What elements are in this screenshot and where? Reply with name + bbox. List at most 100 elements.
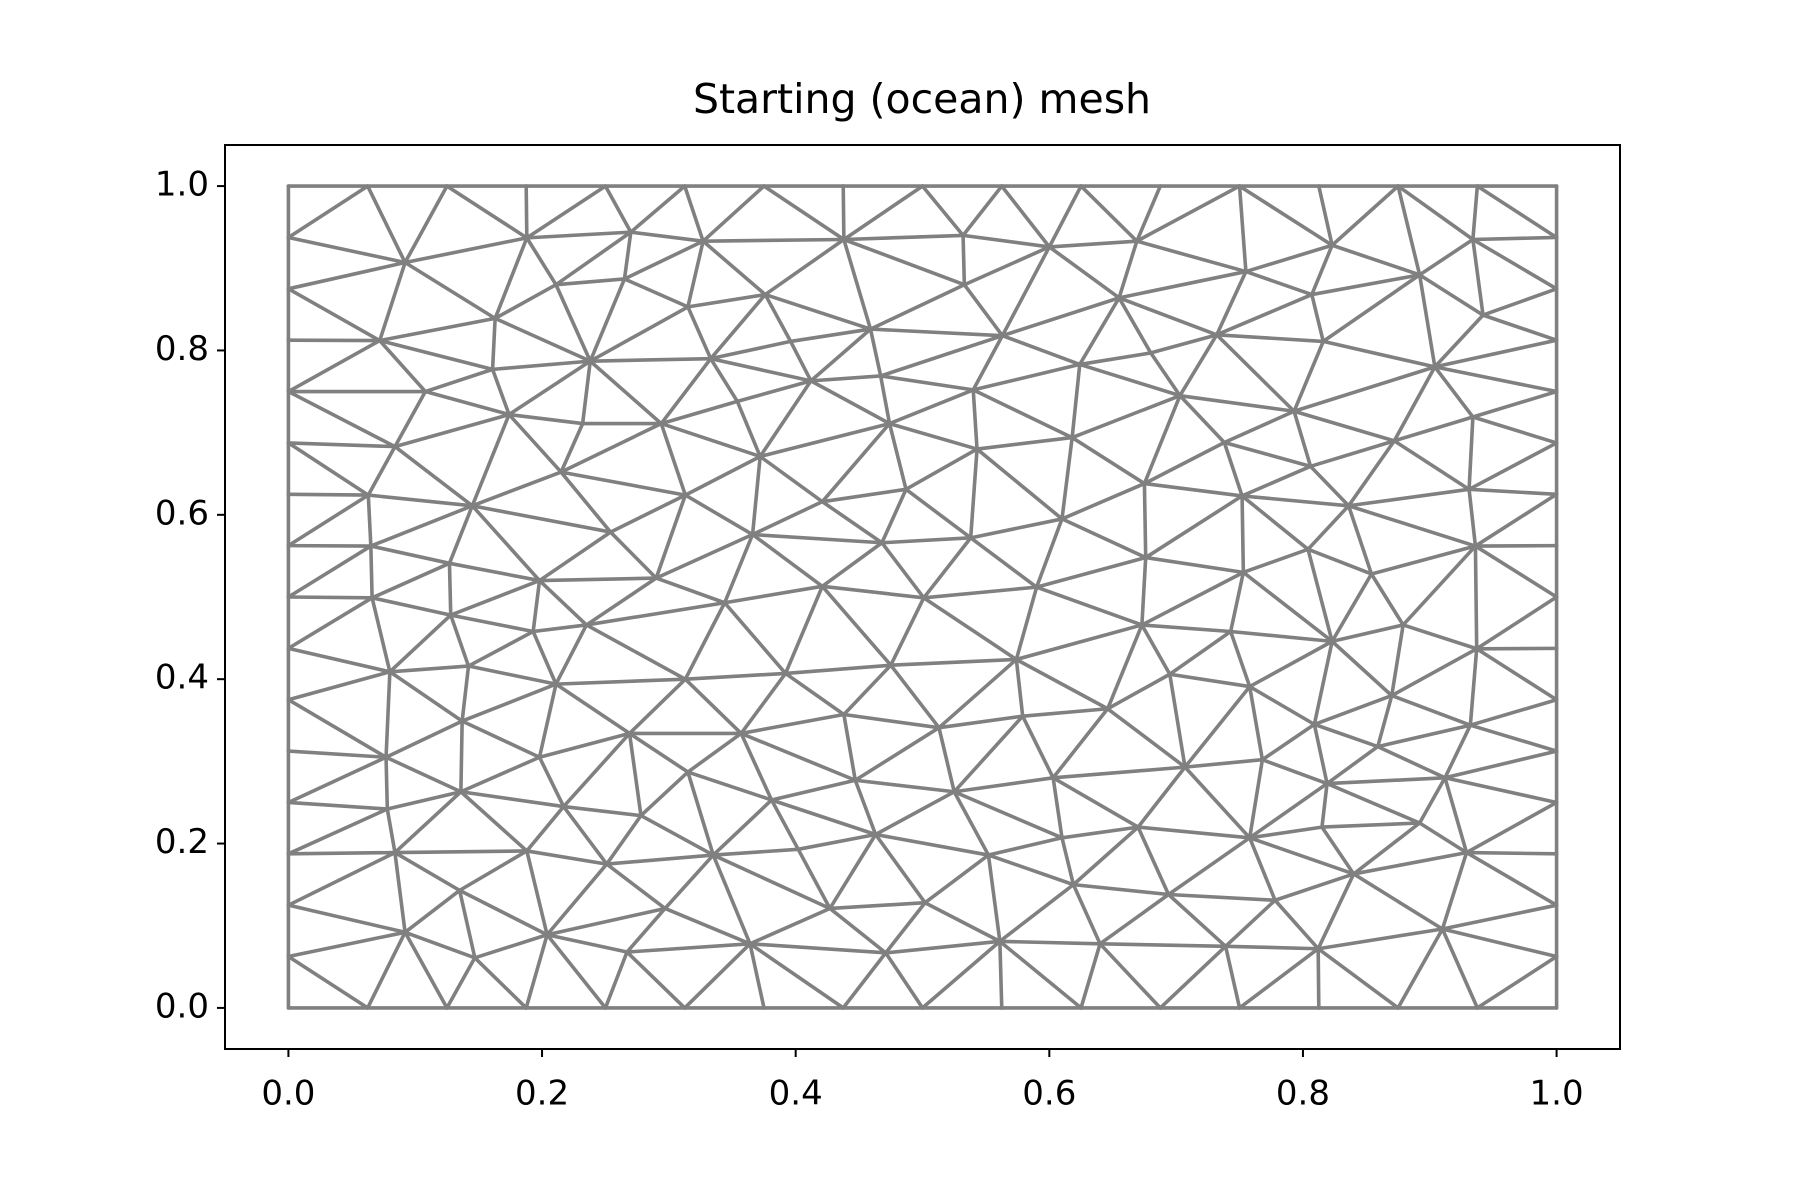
- mesh-edge: [1148, 333, 1219, 355]
- mesh-edge: [663, 906, 752, 946]
- mesh-edge: [1167, 672, 1252, 689]
- mesh-edge: [286, 749, 388, 760]
- mesh-edge: [629, 184, 687, 234]
- mesh-edge: [722, 600, 788, 676]
- mesh-edge: [682, 184, 705, 243]
- mesh-edge: [1467, 487, 1559, 497]
- mesh-edge: [1320, 825, 1356, 876]
- mesh-edge: [286, 850, 397, 907]
- mesh-edge: [820, 540, 884, 589]
- mesh-edge: [1325, 775, 1447, 786]
- mesh-edge: [1468, 646, 1479, 728]
- mesh-edge: [1316, 946, 1400, 1010]
- mesh-edge: [403, 930, 477, 960]
- mesh-edge: [1214, 292, 1314, 337]
- mesh-edge: [739, 712, 846, 736]
- x-tick-label: 0.2: [515, 1074, 569, 1114]
- mesh-edge: [1467, 441, 1559, 492]
- mesh-edge: [921, 596, 1019, 662]
- mesh-edge: [788, 339, 813, 383]
- mesh-edge: [1443, 775, 1469, 855]
- mesh-edge: [1079, 184, 1139, 243]
- mesh-edge: [507, 359, 593, 417]
- mesh-edge: [1325, 744, 1380, 786]
- mesh-edge: [1369, 544, 1478, 576]
- mesh-edge: [659, 399, 740, 426]
- mesh-edge: [525, 849, 549, 937]
- mesh-edge: [1346, 487, 1471, 508]
- y-tick-label: 0.6: [155, 493, 209, 533]
- mesh-edge: [445, 184, 529, 240]
- mesh-edge: [998, 939, 1083, 1010]
- mesh-edge: [286, 441, 397, 449]
- mesh-edge: [1396, 184, 1422, 277]
- mesh-edge: [820, 584, 926, 600]
- mesh-edge: [525, 804, 566, 853]
- mesh-edge: [370, 596, 453, 617]
- mesh-edge: [873, 832, 927, 905]
- mesh-edge: [1071, 882, 1102, 946]
- mesh-edge: [1247, 684, 1317, 727]
- mesh-edge: [937, 725, 957, 794]
- mesh-edge: [1047, 239, 1139, 249]
- mesh-edge: [686, 770, 716, 857]
- mesh-edge: [554, 282, 593, 363]
- mesh-edge: [1310, 292, 1326, 344]
- mesh-edge: [1401, 544, 1478, 627]
- mesh-edge: [1051, 706, 1110, 780]
- mesh-edge: [1014, 657, 1110, 711]
- mesh-edge: [750, 454, 762, 537]
- mesh-edge: [971, 362, 1082, 392]
- mesh-edge: [1142, 393, 1182, 486]
- mesh-edge: [493, 236, 529, 321]
- mesh-edge: [561, 804, 643, 818]
- mesh-edge: [286, 903, 407, 935]
- mesh-edge: [1321, 273, 1422, 344]
- mesh-edge: [962, 245, 1052, 287]
- mesh-edge: [1417, 775, 1447, 825]
- mesh-edge: [722, 584, 825, 605]
- mesh-edge: [1475, 954, 1559, 1010]
- mesh-edge: [937, 657, 1019, 730]
- mesh-edge: [377, 338, 428, 394]
- mesh-edge: [842, 712, 941, 730]
- mesh-edge: [1240, 494, 1246, 575]
- mesh-edge: [1375, 744, 1447, 780]
- mesh-edge: [1481, 313, 1559, 342]
- mesh-edge: [470, 503, 542, 583]
- mesh-edge: [588, 277, 627, 363]
- mesh-edge: [708, 356, 813, 383]
- mesh-edge: [1241, 570, 1334, 644]
- mesh-edge: [1330, 623, 1405, 644]
- mesh-edge: [1014, 585, 1039, 662]
- mesh-edge: [659, 421, 762, 459]
- mesh-edge: [525, 184, 608, 240]
- mesh-edge: [604, 862, 667, 911]
- mesh-edge: [1079, 942, 1102, 1010]
- mesh-edge: [1440, 850, 1469, 931]
- mesh-edge: [459, 755, 542, 794]
- mesh-edge: [1247, 684, 1265, 762]
- mesh-edge: [1070, 393, 1182, 440]
- mesh-edge: [490, 367, 511, 417]
- mesh-edge: [711, 847, 801, 857]
- mesh-edge: [1464, 800, 1559, 855]
- mesh-edge: [769, 778, 858, 802]
- mesh-edge: [758, 379, 813, 459]
- mesh-edge: [448, 578, 542, 617]
- mesh-edge: [1396, 184, 1475, 242]
- mesh-edge: [1389, 623, 1405, 698]
- mesh-edge: [286, 954, 370, 1010]
- mesh-edge: [1346, 503, 1374, 576]
- mesh-edge: [1471, 415, 1559, 445]
- mesh-edge: [625, 942, 752, 954]
- mesh-edge: [853, 725, 941, 783]
- chart-title: Starting (ocean) mesh: [693, 75, 1151, 123]
- mesh-edge: [878, 333, 1005, 378]
- mesh-edge: [493, 316, 593, 363]
- mesh-edge: [457, 849, 529, 893]
- mesh-edge: [1247, 781, 1329, 840]
- mesh-edge: [853, 778, 957, 794]
- mesh-edge: [1481, 287, 1559, 317]
